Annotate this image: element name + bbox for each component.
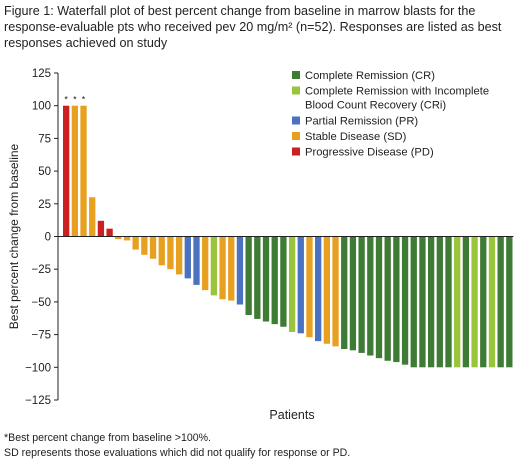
bar-cr bbox=[445, 236, 452, 368]
bar-cri bbox=[488, 236, 496, 368]
y-tick-label: 25 bbox=[38, 199, 51, 211]
bar-sd bbox=[219, 236, 226, 300]
bar-cr bbox=[341, 236, 348, 349]
bar-sd bbox=[158, 236, 165, 266]
bar-sd bbox=[306, 236, 313, 338]
bar-cr bbox=[349, 236, 357, 351]
y-tick-label: −125 bbox=[25, 395, 51, 407]
footnote-best-change: *Best percent change from baseline >100%… bbox=[4, 432, 212, 444]
bar-cr bbox=[401, 236, 409, 365]
legend-label-pr: Partial Remission (PR) bbox=[305, 116, 418, 128]
asterisk-marker: * bbox=[64, 95, 68, 105]
bar-sd bbox=[123, 236, 131, 241]
bar-pr bbox=[193, 236, 200, 285]
y-tick-label: 75 bbox=[38, 133, 51, 145]
footnote-sd-definition: SD represents those evaluations which di… bbox=[4, 447, 351, 459]
bar-cr bbox=[419, 236, 426, 368]
bar-pr bbox=[297, 236, 304, 334]
legend-swatch-cri bbox=[292, 86, 300, 95]
bar-cr bbox=[506, 236, 513, 368]
y-tick-label: −25 bbox=[31, 264, 51, 276]
bar-pd bbox=[106, 228, 113, 237]
bar-cr bbox=[358, 236, 365, 353]
bar-sd bbox=[115, 236, 122, 240]
bar-sd bbox=[202, 236, 209, 291]
bar-sd bbox=[332, 236, 339, 347]
legend-label-sd: Stable Disease (SD) bbox=[305, 131, 407, 143]
y-tick-label: 100 bbox=[32, 101, 51, 113]
bar-cr bbox=[367, 236, 374, 356]
legend-label-cr: Complete Remission (CR) bbox=[305, 70, 435, 82]
bar-sd bbox=[228, 236, 235, 301]
bar-cr bbox=[480, 236, 487, 368]
bar-sd bbox=[80, 105, 87, 237]
bar-pd bbox=[97, 220, 105, 237]
legend-swatch-cr bbox=[292, 71, 300, 79]
bar-cr bbox=[436, 236, 443, 368]
legend-swatch-pd bbox=[292, 147, 300, 156]
y-tick-label: 50 bbox=[38, 166, 51, 178]
y-axis-label: Best percent change from baseline bbox=[7, 143, 21, 329]
x-axis-label: Patients bbox=[269, 408, 314, 422]
bar-cri bbox=[471, 236, 478, 368]
y-tick-label: 125 bbox=[32, 68, 51, 80]
y-tick-label: −50 bbox=[31, 297, 51, 309]
bar-cri bbox=[288, 236, 296, 332]
bar-sd bbox=[89, 197, 96, 237]
bar-cr bbox=[462, 236, 470, 368]
bar-sd bbox=[141, 236, 148, 255]
bar-cr bbox=[280, 236, 287, 327]
bar-sd bbox=[175, 236, 183, 275]
legend-label-cri: Complete Remission with Incomplete Blood … bbox=[305, 86, 489, 112]
bar-cr bbox=[427, 236, 435, 368]
bar-cri bbox=[210, 236, 218, 296]
bar-sd bbox=[149, 236, 157, 259]
bar-cri bbox=[454, 236, 461, 368]
bar-cr bbox=[410, 236, 417, 368]
y-tick-label: 0 bbox=[45, 232, 51, 244]
bar-cr bbox=[497, 236, 504, 368]
bar-pr bbox=[184, 236, 191, 279]
legend-swatch-pr bbox=[292, 116, 300, 125]
y-tick-label: −75 bbox=[31, 330, 51, 342]
bar-sd bbox=[323, 236, 330, 344]
asterisk-marker: * bbox=[82, 95, 86, 105]
bar-sd bbox=[167, 236, 174, 270]
bar-cr bbox=[271, 236, 278, 325]
bar-cr bbox=[254, 236, 261, 319]
bar-pd bbox=[63, 105, 70, 237]
legend-label-pd: Progressive Disease (PD) bbox=[305, 147, 434, 159]
bar-sd bbox=[71, 105, 78, 237]
bar-cr bbox=[245, 236, 252, 315]
bar-pr bbox=[315, 236, 322, 342]
bar-pr bbox=[236, 236, 244, 305]
y-tick-label: −100 bbox=[25, 362, 51, 374]
legend-swatch-sd bbox=[292, 132, 300, 140]
bar-sd bbox=[132, 236, 139, 250]
bar-cr bbox=[375, 236, 383, 359]
asterisk-marker: * bbox=[73, 95, 77, 105]
figure-caption: Figure 1: Waterfall plot of best percent… bbox=[4, 4, 502, 50]
bar-cr bbox=[262, 236, 270, 322]
bar-cr bbox=[384, 236, 391, 361]
bar-cr bbox=[393, 236, 400, 363]
